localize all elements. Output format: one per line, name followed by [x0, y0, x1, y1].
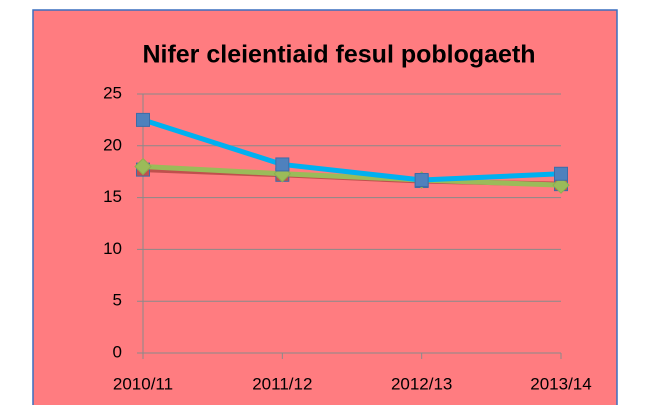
x-tick-label: 2013/14: [530, 374, 591, 393]
marker: [136, 112, 150, 127]
y-tick-label: 0: [113, 342, 122, 361]
series-line: [142, 117, 562, 183]
x-tick-label: 2011/12: [252, 374, 312, 393]
marker: [275, 157, 290, 172]
y-tick-label: 5: [113, 291, 122, 310]
y-tick-label: 10: [103, 239, 122, 258]
marker: [134, 157, 152, 176]
y-tick-label: 20: [103, 135, 122, 154]
chart-title: Nifer cleientiaid fesul poblogaeth: [142, 41, 535, 69]
y-tick-label: 15: [103, 187, 122, 206]
series-line: [142, 164, 562, 188]
x-tick-label: 2012/13: [391, 374, 452, 393]
marker: [414, 172, 429, 187]
marker: [552, 176, 570, 194]
x-tick-label: 2010/11: [113, 374, 173, 393]
chart-area: [32, 9, 618, 405]
y-tick-label: 25: [103, 83, 122, 102]
marker: [554, 166, 568, 181]
